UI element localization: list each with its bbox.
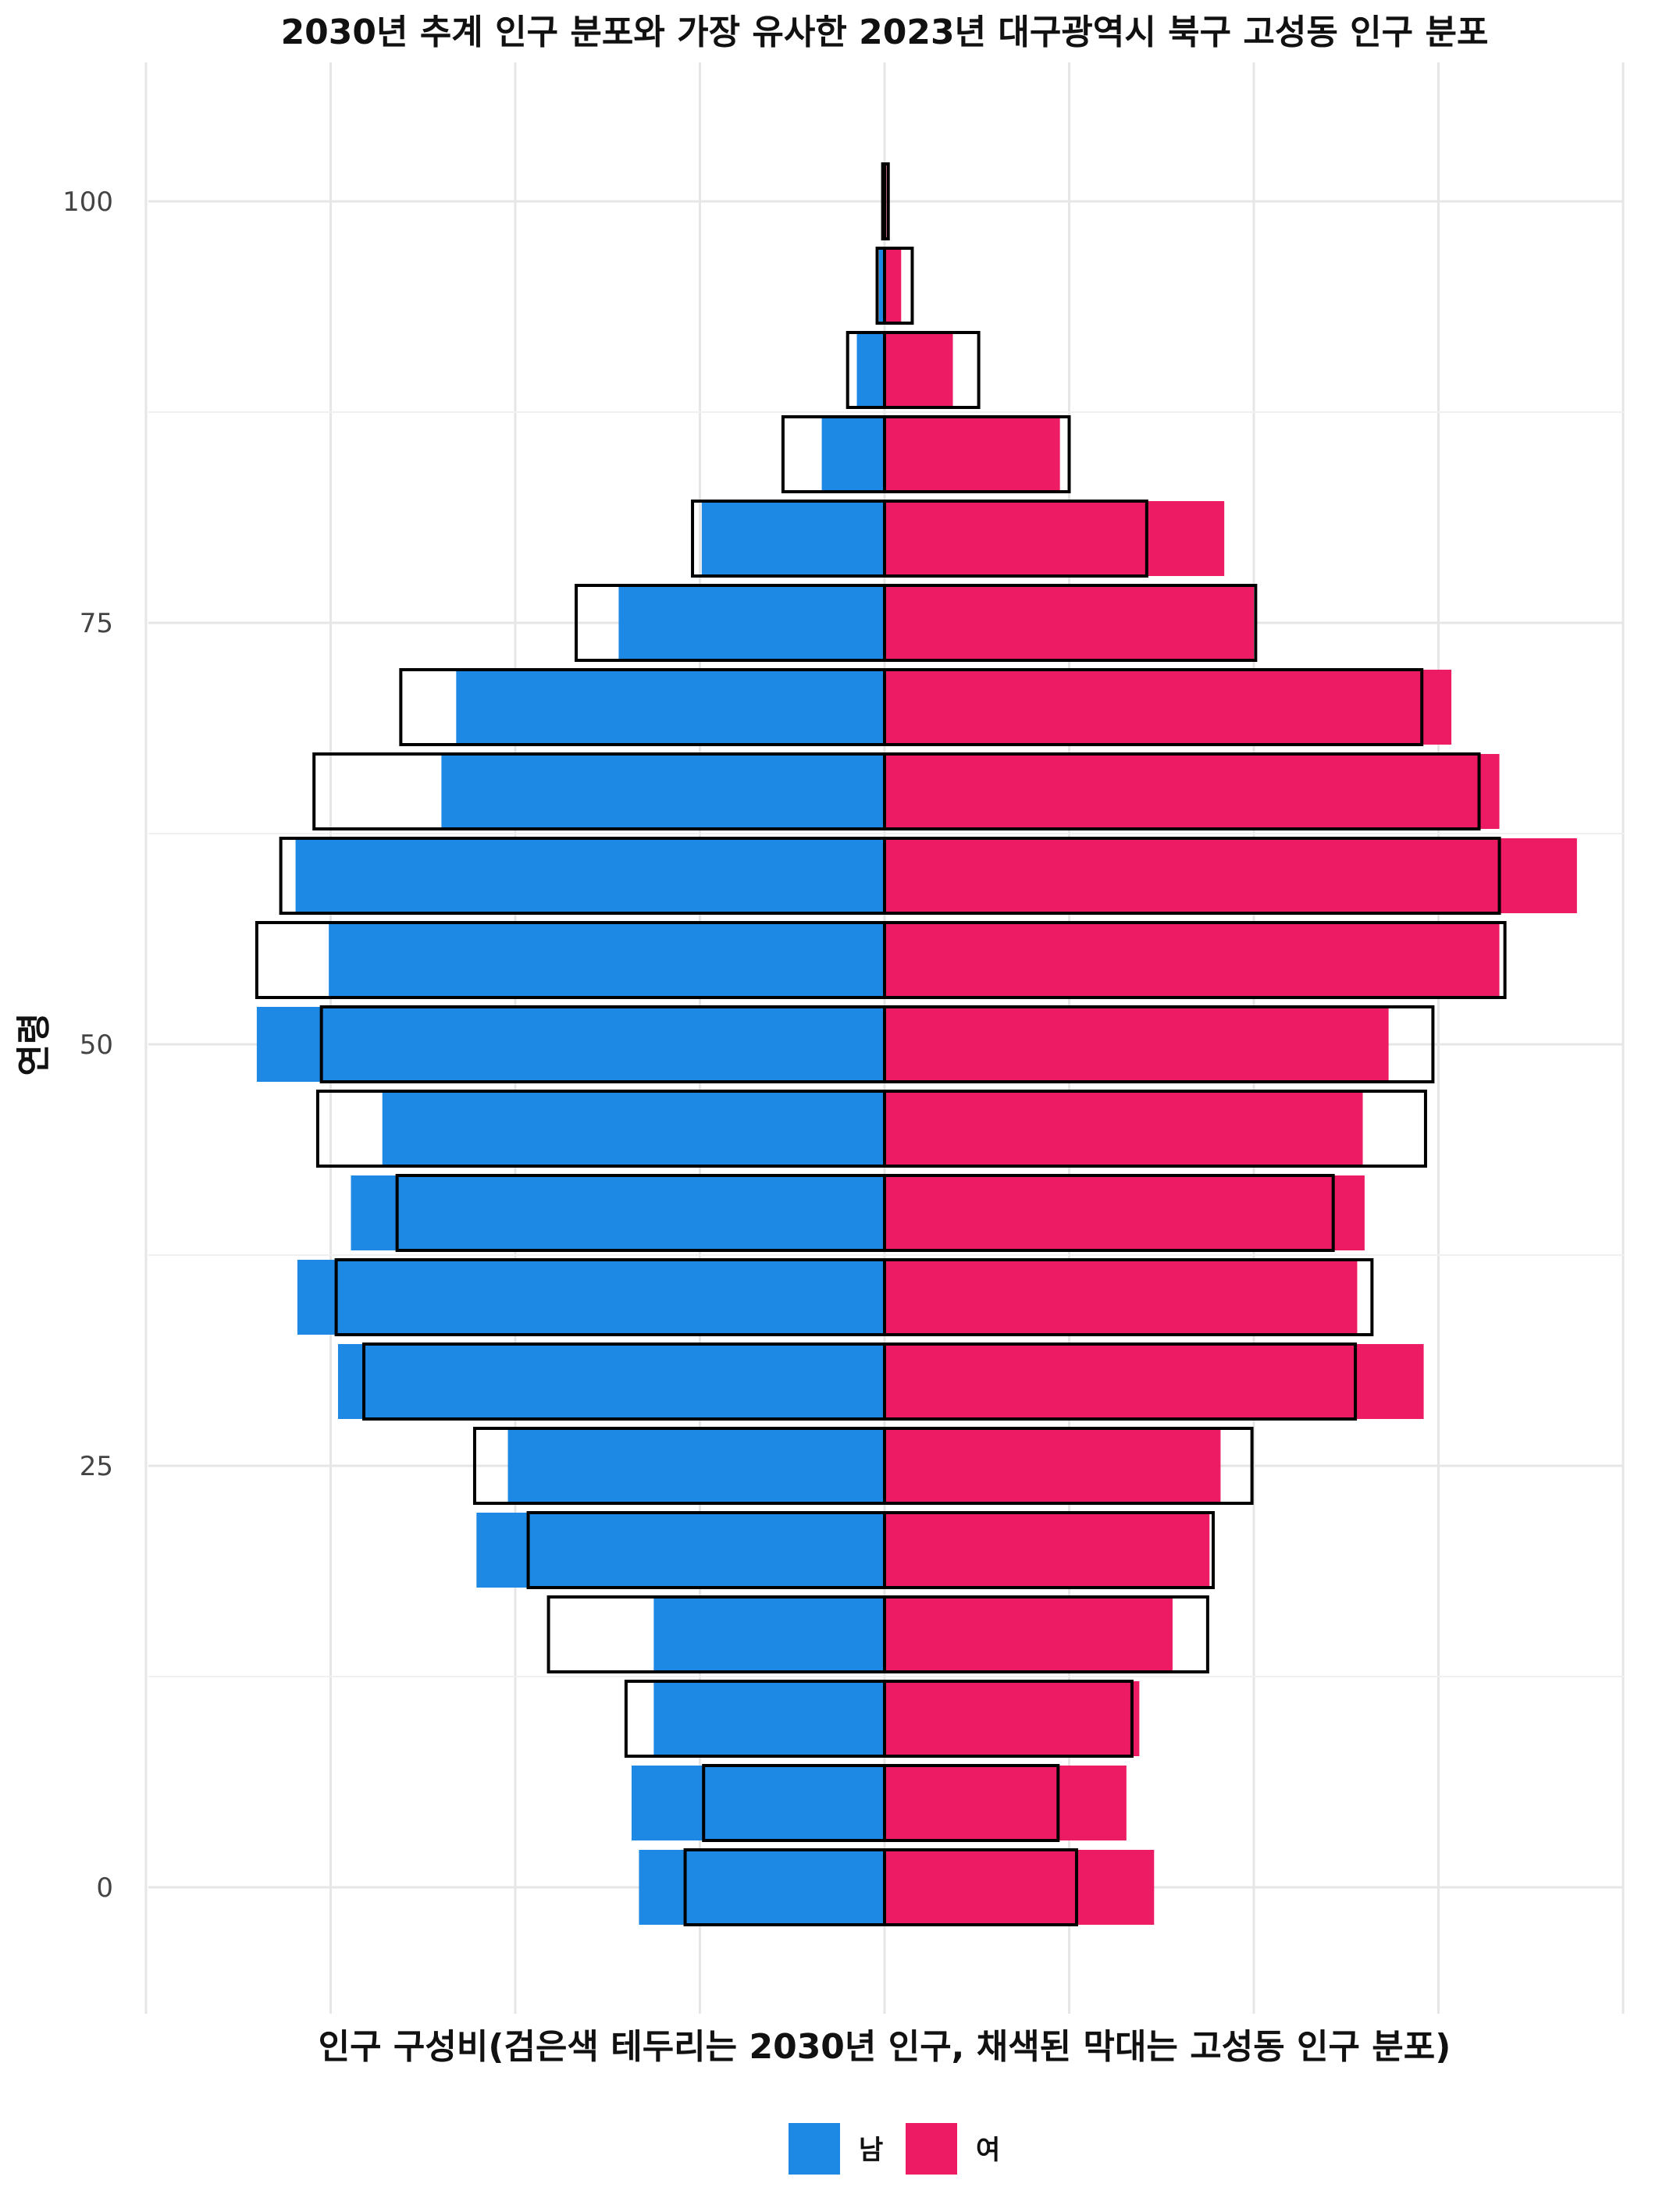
bar-female-10 [885, 1681, 1140, 1756]
legend-swatch [906, 2123, 957, 2175]
chart-title: 2030년 추계 인구 분포와 가장 유사한 2023년 대구광역시 북구 고성… [281, 12, 1489, 52]
bar-male-5 [631, 1766, 885, 1840]
outline-female-45 [883, 1090, 1427, 1168]
bar-male-0 [639, 1850, 885, 1925]
bar-female-0 [885, 1850, 1155, 1925]
y-tick-label: 100 [62, 187, 113, 218]
bar-male-40 [351, 1175, 885, 1250]
outline-female-95 [883, 247, 914, 325]
bar-male-15 [653, 1597, 885, 1672]
x-axis-label: 인구 구성비(검은색 테두리는 2030년 인구, 채색된 막대는 고성동 인구… [319, 2027, 1451, 2067]
bar-male-90 [856, 333, 885, 407]
y-tick-label: 75 [80, 608, 113, 639]
outline-female-60 [883, 837, 1501, 915]
bar-male-70 [456, 670, 885, 745]
outline-female-85 [883, 415, 1071, 493]
fill-bars [256, 164, 1577, 1925]
outline-female-5 [883, 1764, 1060, 1842]
bar-female-40 [885, 1175, 1365, 1250]
bar-male-85 [821, 417, 885, 492]
outline-female-40 [883, 1174, 1335, 1252]
bar-female-80 [885, 501, 1225, 576]
bar-female-25 [885, 1428, 1221, 1503]
bar-male-95 [878, 248, 885, 323]
bar-female-45 [885, 1091, 1363, 1166]
bar-female-75 [885, 585, 1254, 660]
outline-female-90 [883, 331, 981, 409]
bar-male-55 [329, 923, 885, 998]
bar-female-30 [885, 1344, 1424, 1419]
bar-male-25 [507, 1428, 885, 1503]
bar-male-45 [382, 1091, 885, 1166]
bar-male-60 [295, 838, 885, 913]
legend-label: 여 [976, 2135, 1000, 2166]
bar-female-95 [885, 248, 902, 323]
legend-label: 남 [859, 2135, 883, 2166]
outline-female-55 [883, 921, 1507, 999]
outline-female-50 [883, 1005, 1435, 1083]
bar-male-65 [441, 754, 885, 829]
bar-male-20 [476, 1513, 885, 1588]
outline-female-100 [883, 162, 890, 240]
bar-female-50 [885, 1007, 1389, 1082]
bar-female-35 [885, 1260, 1358, 1335]
bar-female-90 [885, 333, 953, 407]
bar-female-20 [885, 1513, 1210, 1588]
outline-female-25 [883, 1427, 1254, 1505]
outline-female-20 [883, 1511, 1215, 1589]
outline-female-15 [883, 1595, 1209, 1673]
y-tick-label: 50 [80, 1030, 113, 1061]
bar-female-65 [885, 754, 1500, 829]
bar-male-80 [701, 501, 885, 576]
outline-female-10 [883, 1680, 1134, 1758]
bar-female-60 [885, 838, 1577, 913]
outline-female-35 [883, 1258, 1374, 1336]
bar-female-70 [885, 670, 1452, 745]
bar-male-75 [618, 585, 885, 660]
bar-male-30 [337, 1344, 885, 1419]
legend-swatch [789, 2123, 840, 2175]
y-tick-label: 25 [80, 1451, 113, 1482]
outline-female-70 [883, 668, 1424, 746]
bar-female-85 [885, 417, 1060, 492]
outline-female-80 [883, 500, 1148, 578]
outline-bars [255, 162, 1507, 1926]
bar-female-15 [885, 1597, 1173, 1672]
y-tick-label: 0 [96, 1872, 113, 1904]
bar-male-50 [256, 1007, 885, 1082]
bar-male-10 [653, 1681, 885, 1756]
bar-female-5 [885, 1766, 1127, 1840]
outline-female-65 [883, 752, 1481, 830]
outline-female-75 [883, 584, 1258, 662]
outline-female-0 [883, 1848, 1078, 1926]
bar-female-55 [885, 923, 1500, 998]
y-axis-label: 연령 [14, 1013, 54, 1076]
outline-female-30 [883, 1342, 1358, 1421]
y-tick-labels: 0 25 50 75 100 [62, 187, 113, 1904]
bar-male-35 [297, 1260, 885, 1335]
